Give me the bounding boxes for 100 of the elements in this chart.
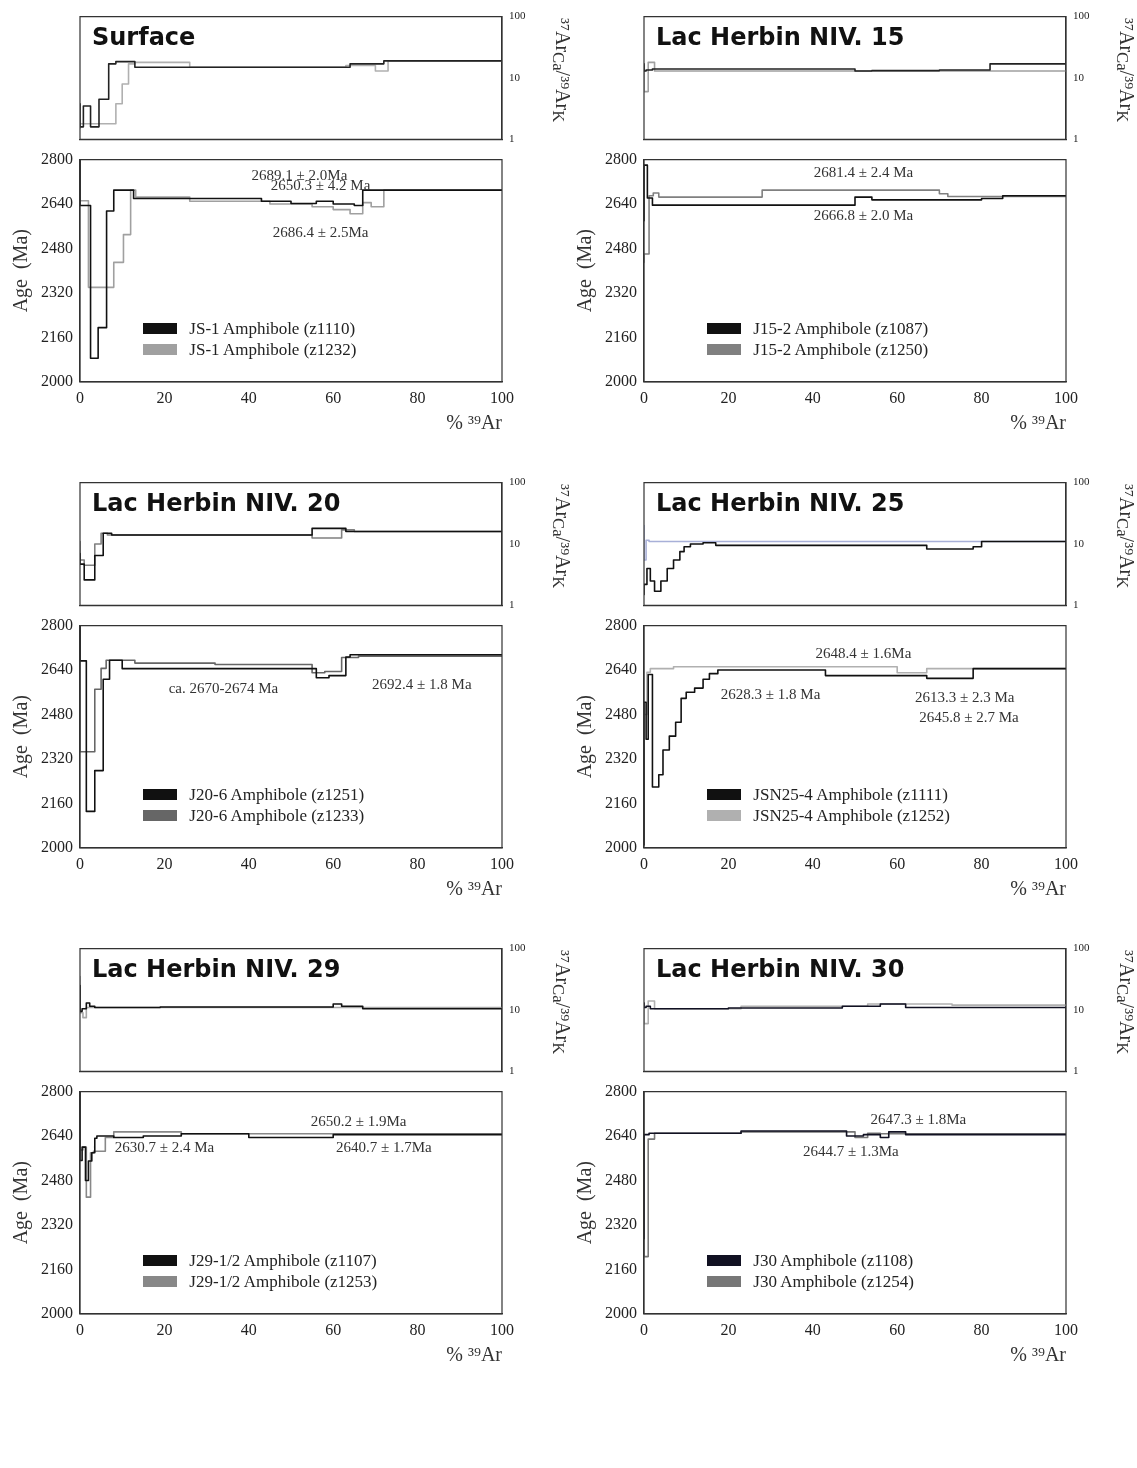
y2-tick-label: 100	[509, 475, 526, 488]
y-tick-label: 2160	[41, 327, 73, 345]
y2-tick-label: 1	[1073, 132, 1079, 145]
x-tick-label: 60	[889, 1320, 906, 1338]
y-tick-label: 2000	[605, 372, 637, 389]
y-tick-label: 2640	[41, 194, 73, 212]
y-tick-label: 2320	[605, 283, 637, 301]
x-axis-title: % ³⁹Ar	[1010, 411, 1067, 434]
y-tick-label: 2000	[41, 838, 73, 855]
annotation: 2630.7 ± 2.4 Ma	[114, 1139, 215, 1156]
y2-tick-label: 10	[1073, 1002, 1085, 1015]
y-axis-title: Age (Ma)	[573, 1161, 597, 1245]
x-tick-label: 40	[804, 854, 821, 872]
y-tick-label: 2640	[41, 1126, 73, 1144]
y-tick-label: 2160	[41, 1259, 73, 1277]
y2-tick-label: 10	[509, 536, 521, 549]
x-axis-title: % ³⁹Ar	[446, 877, 503, 900]
y-tick-label: 2320	[41, 749, 73, 767]
x-tick-label: 60	[325, 388, 342, 406]
x-tick-label: 20	[156, 388, 173, 406]
y-axis-title: Age (Ma)	[9, 1161, 33, 1245]
x-tick-label: 80	[973, 854, 990, 872]
legend-label: JS-1 Amphibole (z1110)	[189, 317, 356, 339]
y-tick-label: 2800	[605, 615, 637, 633]
x-tick-label: 100	[1054, 388, 1078, 406]
y-tick-label: 2800	[605, 149, 637, 167]
annotation: 2644.7 ± 1.3Ma	[802, 1143, 899, 1160]
chart-title: Lac Herbin NIV. 15	[656, 22, 905, 51]
annotation: 2628.3 ± 1.8 Ma	[720, 686, 821, 703]
x-axis-title: % ³⁹Ar	[1010, 877, 1067, 900]
chart-title: Surface	[92, 22, 196, 51]
y-tick-label: 2320	[41, 1215, 73, 1233]
x-tick-label: 100	[1054, 854, 1078, 872]
annotation: 2692.4 ± 1.8 Ma	[372, 676, 472, 693]
y-tick-label: 2480	[605, 1170, 637, 1188]
y2-tick-label: 10	[509, 1002, 521, 1015]
legend-label: JS-1 Amphibole (z1232)	[189, 338, 357, 360]
y-tick-label: 2800	[41, 615, 73, 633]
y2-tick-label: 1	[1073, 598, 1079, 611]
x-tick-label: 20	[720, 388, 737, 406]
x-tick-label: 40	[804, 388, 821, 406]
y2-tick-label: 100	[1073, 475, 1090, 488]
y2-tick-label: 10	[509, 70, 521, 83]
x-tick-label: 80	[973, 1320, 990, 1338]
legend-label: J30 Amphibole (z1254)	[753, 1270, 914, 1292]
chart-title: Lac Herbin NIV. 25	[656, 488, 905, 517]
annotation: 2645.8 ± 2.7 Ma	[919, 708, 1020, 725]
x-tick-label: 100	[490, 388, 514, 406]
x-axis-title: % ³⁹Ar	[446, 411, 503, 434]
y-tick-label: 2480	[41, 238, 73, 256]
y-axis-title: Age (Ma)	[9, 695, 33, 779]
chart-title: Lac Herbin NIV. 29	[92, 954, 341, 983]
x-tick-label: 0	[640, 854, 648, 872]
x-tick-label: 100	[490, 1320, 514, 1338]
x-tick-label: 60	[889, 388, 906, 406]
legend-label: J30 Amphibole (z1108)	[753, 1249, 914, 1271]
x-tick-label: 100	[490, 854, 514, 872]
y-tick-label: 2640	[41, 660, 73, 678]
legend-label: J15-2 Amphibole (z1250)	[753, 338, 929, 360]
x-tick-label: 0	[76, 388, 84, 406]
y-tick-label: 2480	[605, 238, 637, 256]
y2-tick-label: 10	[1073, 536, 1085, 549]
y-tick-label: 2160	[605, 793, 637, 811]
y2-tick-label: 100	[1073, 941, 1090, 954]
y-tick-label: 2320	[41, 283, 73, 301]
x-tick-label: 20	[720, 1320, 737, 1338]
annotation: 2648.4 ± 1.6Ma	[815, 645, 912, 662]
y-tick-label: 2640	[605, 194, 637, 212]
y2-tick-label: 10	[1073, 70, 1085, 83]
y2-tick-label: 1	[509, 132, 515, 145]
legend-label: J15-2 Amphibole (z1087)	[753, 317, 929, 339]
x-tick-label: 60	[325, 1320, 342, 1338]
y2-tick-label: 1	[509, 598, 515, 611]
x-tick-label: 0	[76, 1320, 84, 1338]
y-tick-label: 2000	[605, 1304, 637, 1321]
annotation: 2640.7 ± 1.7Ma	[335, 1139, 433, 1156]
legend-label: J29-1/2 Amphibole (z1253)	[189, 1270, 378, 1292]
annotation: ca. 2670-2674 Ma	[168, 680, 279, 697]
annotation: 2666.8 ± 2.0 Ma	[813, 207, 914, 224]
legend-label: J20-6 Amphibole (z1251)	[189, 783, 365, 805]
x-tick-label: 40	[804, 1320, 821, 1338]
annotation: 2650.2 ± 1.9Ma	[310, 1112, 407, 1129]
y2-tick-label: 1	[1073, 1064, 1079, 1077]
x-tick-label: 20	[720, 854, 737, 872]
annotation: 2681.4 ± 2.4 Ma	[813, 164, 914, 181]
y-axis-title: Age (Ma)	[9, 229, 33, 313]
annotation: 2686.4 ± 2.5Ma	[272, 224, 369, 241]
chart-title: Lac Herbin NIV. 30	[656, 954, 905, 983]
y2-tick-label: 100	[509, 941, 526, 954]
y-tick-label: 2480	[605, 704, 637, 722]
y-axis-title: Age (Ma)	[573, 229, 597, 313]
y-tick-label: 2800	[41, 149, 73, 167]
legend-label: J29-1/2 Amphibole (z1107)	[189, 1249, 377, 1271]
y-tick-label: 2480	[41, 1170, 73, 1188]
x-tick-label: 20	[156, 1320, 173, 1338]
legend-label: JSN25-4 Amphibole (z1111)	[753, 783, 948, 805]
y-tick-label: 2000	[41, 372, 73, 389]
annotation: 2647.3 ± 1.8Ma	[870, 1111, 967, 1128]
x-tick-label: 40	[240, 854, 257, 872]
y-tick-label: 2160	[605, 1259, 637, 1277]
